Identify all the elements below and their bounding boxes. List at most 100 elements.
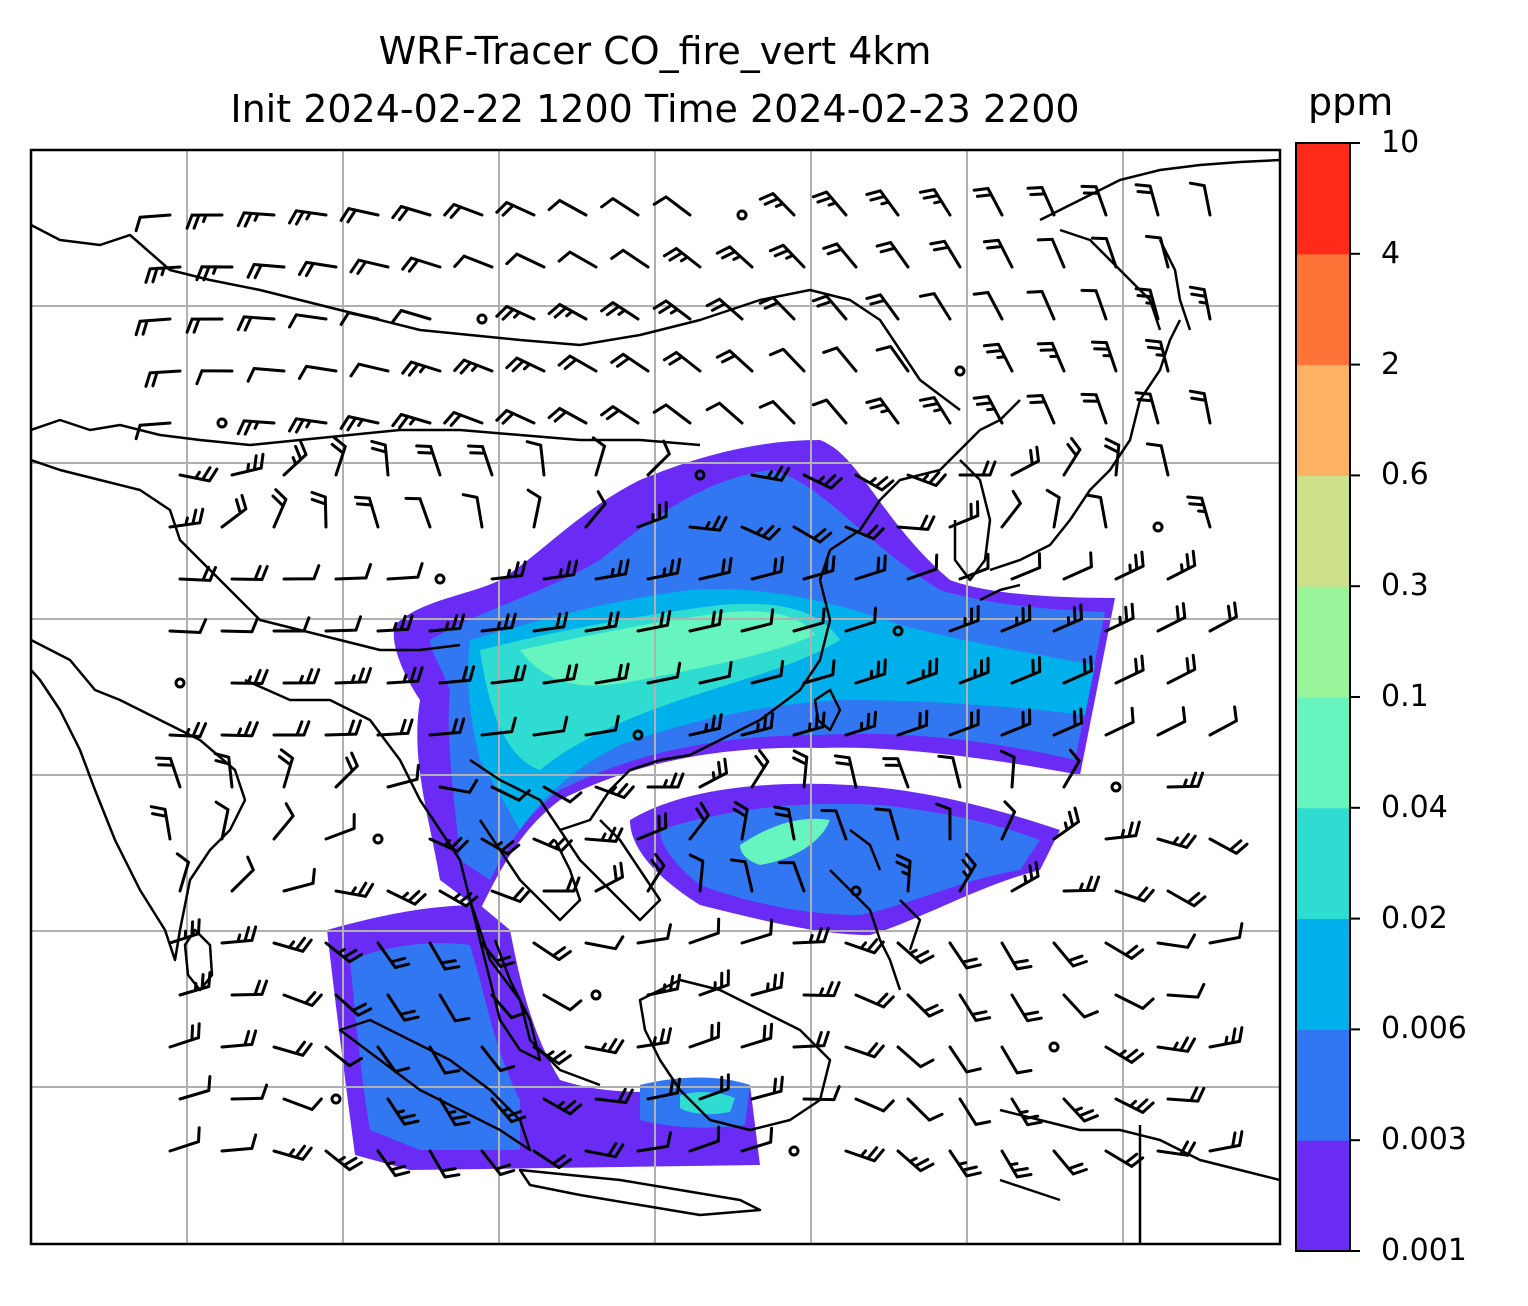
wind-barb <box>948 1149 982 1178</box>
wind-barb <box>896 1149 935 1173</box>
wind-barb <box>505 356 546 373</box>
wind-barb <box>715 349 754 373</box>
wind-barb <box>906 993 944 1018</box>
wind-barb <box>334 993 373 1017</box>
plume-sw-blue <box>350 943 520 1150</box>
wind-barb <box>480 1045 516 1073</box>
wind-barb <box>833 754 858 789</box>
wind-barb <box>646 772 685 789</box>
wind-barb <box>1000 1149 1033 1179</box>
wind-barb <box>1052 1149 1088 1176</box>
colorbar-unit-label: ppm <box>1308 80 1394 124</box>
wind-barb <box>594 783 635 799</box>
wind-barb <box>195 265 234 282</box>
wind-barb <box>688 609 723 633</box>
plume-sw-teal <box>680 1092 735 1115</box>
map-frame <box>29 148 1282 1246</box>
wind-barb <box>935 802 952 841</box>
wind-barb <box>698 556 733 581</box>
wind-barb <box>750 1075 784 1101</box>
wind-barb <box>288 313 328 329</box>
wind-barb <box>854 658 887 685</box>
wind-barb <box>1062 436 1082 477</box>
wind-barb <box>1062 1097 1099 1123</box>
wind-barb <box>636 1027 672 1049</box>
wind-barb <box>557 354 598 373</box>
wind-barb <box>230 668 269 685</box>
wind-barb <box>1104 437 1121 477</box>
wind-barb <box>865 189 900 217</box>
wind-barb <box>610 248 650 269</box>
colorbar <box>1295 142 1360 1252</box>
wind-barb <box>662 247 702 269</box>
wind-barb <box>773 805 796 841</box>
wind-barb <box>453 358 494 375</box>
wind-barb <box>1166 982 1206 999</box>
colorbar-segment <box>1296 475 1350 587</box>
wind-barb <box>324 941 363 964</box>
wind-barb <box>334 881 375 898</box>
wind-barb <box>246 263 286 280</box>
wind-barb <box>958 656 990 685</box>
wind-barb <box>906 471 947 487</box>
wind-barb <box>740 524 781 541</box>
wind-barb <box>386 889 427 906</box>
coastlines <box>31 158 1280 1244</box>
wind-barb <box>185 213 224 230</box>
wind-barb <box>178 565 217 582</box>
wind-barb <box>750 660 785 685</box>
wind-barb <box>438 889 479 908</box>
wind-barb <box>584 610 620 633</box>
wind-barb <box>662 351 702 373</box>
wind-barb <box>376 1149 411 1177</box>
wind-barb <box>1134 287 1160 321</box>
wind-barb <box>792 711 826 737</box>
wind-barb <box>844 524 885 541</box>
calm-marker <box>788 1145 800 1157</box>
wind-barb <box>334 751 359 789</box>
wind-barb <box>1156 1036 1196 1053</box>
wind-barb <box>636 501 668 529</box>
wind-barb <box>324 1149 363 1172</box>
wind-barb <box>236 419 276 436</box>
wind-barb <box>1052 941 1088 968</box>
wind-barb <box>1188 389 1212 425</box>
wind-barb <box>688 515 728 532</box>
plume-south-blue <box>660 803 1040 915</box>
wind-barb <box>820 809 848 841</box>
wind-barb <box>453 254 494 269</box>
wind-barb <box>1010 993 1043 1023</box>
wind-barb <box>698 757 728 789</box>
wind-barb <box>178 1075 212 1101</box>
wind-barb <box>334 667 372 685</box>
wind-barb <box>688 713 723 737</box>
wind-barb <box>937 754 962 789</box>
wind-barb <box>490 1097 527 1124</box>
wind-barb <box>271 488 288 529</box>
wind-barb <box>758 192 796 217</box>
wind-barb <box>532 1045 572 1066</box>
colorbar-tick-label: 10 <box>1381 125 1420 160</box>
wind-barb <box>1156 832 1197 849</box>
wind-barb <box>1052 603 1083 633</box>
wind-barb <box>297 364 338 380</box>
wind-barb <box>958 1097 992 1126</box>
wind-barb <box>844 710 877 737</box>
wind-barb <box>811 190 848 217</box>
wind-barb <box>310 490 328 529</box>
wind-barb <box>230 979 269 997</box>
colorbar-segment <box>1296 697 1350 809</box>
wind-barb <box>525 440 546 477</box>
wind-barb <box>600 405 640 425</box>
wind-barb <box>490 560 527 581</box>
wind-barb <box>906 1097 944 1122</box>
wind-barb <box>195 369 234 386</box>
wind-barb <box>688 917 721 945</box>
wind-barb <box>874 807 900 841</box>
colorbar-segment <box>1296 364 1350 476</box>
wind-barb <box>324 1045 363 1068</box>
wind-barb <box>1026 290 1056 321</box>
wind-barb <box>495 201 536 217</box>
wind-barb <box>168 721 208 738</box>
